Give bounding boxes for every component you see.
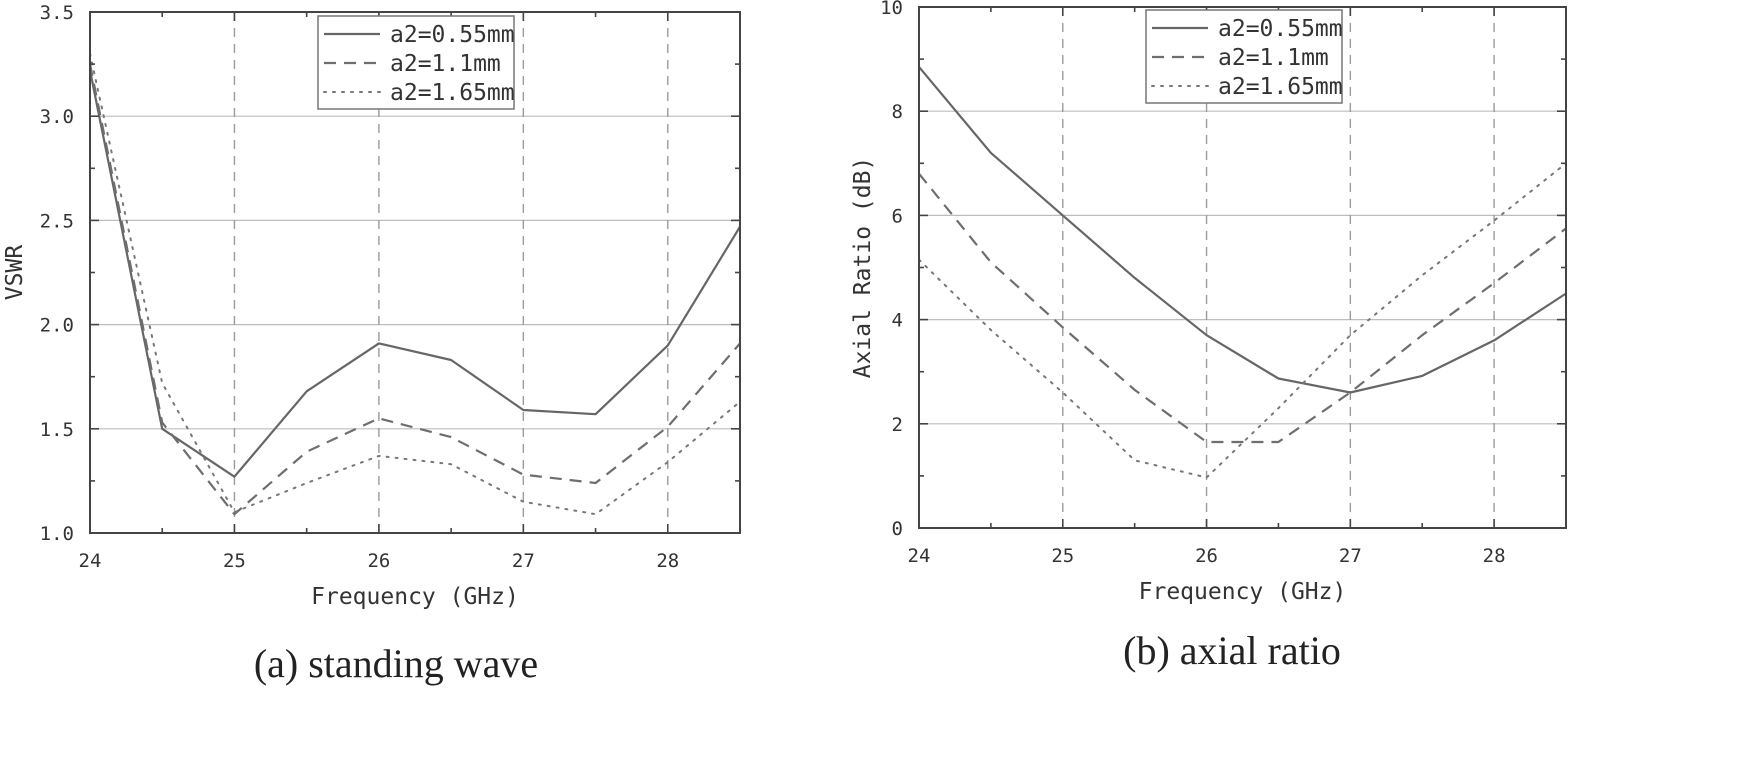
series-line-dashed	[918, 173, 1567, 444]
y-tick-label: 6	[892, 205, 903, 227]
y-tick-label: 2.0	[40, 315, 74, 337]
y-tick-label: 1.5	[40, 419, 74, 441]
x-tick-label: 27	[1339, 545, 1362, 567]
legend: a2=0.55mm a2=1.1mm a2=1.65mm	[317, 15, 515, 110]
caption: (a) standing wave	[254, 641, 538, 686]
series-line-solid	[918, 66, 1567, 394]
legend-label: a2=1.65mm	[390, 80, 515, 106]
y-axis-label: VSWR	[2, 245, 28, 301]
legend-label: a2=1.65mm	[1218, 74, 1343, 100]
y-tick-label: 10	[880, 0, 903, 19]
series-line-dotted	[918, 162, 1567, 479]
y-tick-label: 8	[892, 101, 903, 123]
x-axis-label: Frequency (GHz)	[311, 584, 519, 610]
y-axis-label: Axial Ratio (dB)	[850, 157, 876, 379]
x-tick-label: 27	[512, 550, 535, 572]
x-tick-label: 25	[1051, 545, 1074, 567]
x-tick-label: 26	[1195, 545, 1218, 567]
x-tick-label: 24	[79, 550, 102, 572]
y-tick-label: 1.0	[40, 523, 74, 545]
x-tick-label: 28	[1483, 545, 1506, 567]
y-tick-label: 0	[892, 518, 903, 540]
series-line-dashed	[88, 63, 741, 516]
x-tick-label: 26	[367, 550, 390, 572]
y-tick-label: 4	[892, 310, 903, 332]
y-tick-label: 3.0	[40, 106, 74, 128]
x-tick-label: 24	[908, 545, 931, 567]
x-tick-label: 28	[656, 550, 679, 572]
y-tick-label: 2	[892, 414, 903, 436]
y-tick-label: 3.5	[40, 2, 74, 24]
series-line-solid	[88, 70, 741, 478]
legend-label: a2=1.1mm	[1218, 45, 1329, 71]
x-tick-label: 25	[223, 550, 246, 572]
caption: (b) axial ratio	[1123, 628, 1341, 673]
series-line-dotted	[89, 52, 741, 516]
legend-label: a2=0.55mm	[390, 22, 515, 48]
legend-label: a2=0.55mm	[1218, 16, 1343, 42]
legend-label: a2=1.1mm	[390, 51, 501, 77]
y-tick-label: 2.5	[40, 210, 74, 232]
x-axis-label: Frequency (GHz)	[1139, 579, 1347, 605]
legend: a2=0.55mm a2=1.1mm a2=1.65mm	[1145, 9, 1343, 104]
panel-standing-wave: 24 25 26 27 28 1.0 1.5 2.0 2.5 3.0 3.5 Frequency (…	[2, 2, 741, 686]
